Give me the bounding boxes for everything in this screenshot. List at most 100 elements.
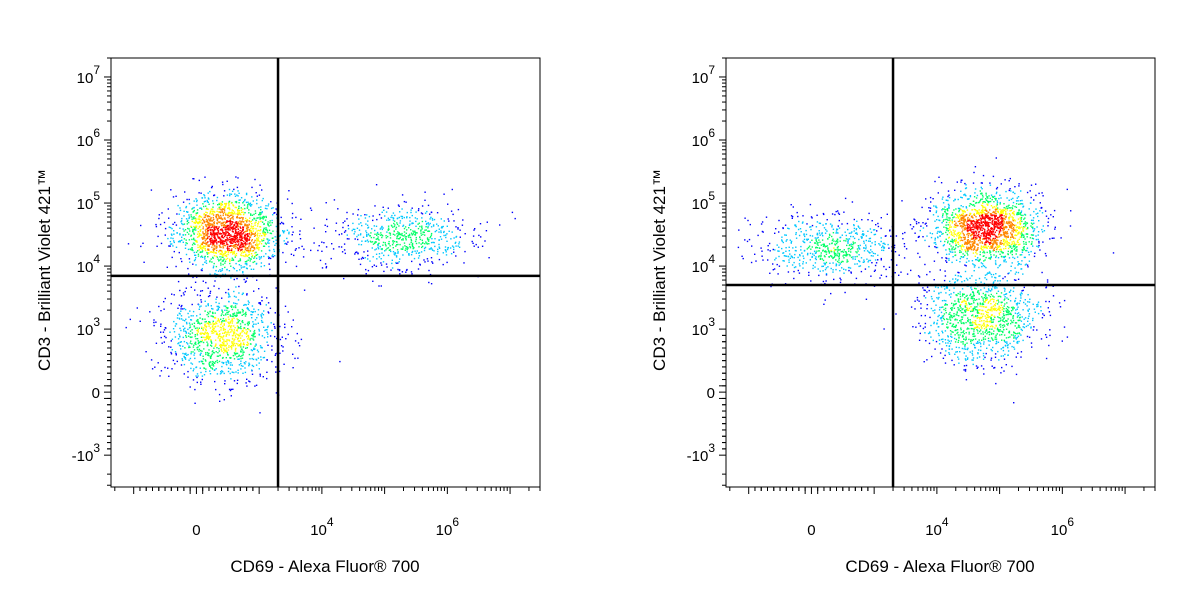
event-dot	[937, 251, 939, 254]
event-dot	[411, 260, 413, 263]
event-dot	[259, 375, 261, 377]
event-dot	[906, 273, 909, 275]
event-dot	[990, 359, 992, 361]
event-dot	[208, 338, 210, 341]
event-dot	[251, 364, 254, 367]
event-dot	[201, 269, 203, 272]
event-dot	[943, 244, 945, 246]
event-dot	[865, 246, 867, 248]
event-dot	[948, 348, 950, 350]
event-dot	[242, 202, 244, 204]
event-dot	[1021, 260, 1023, 262]
event-dot	[246, 385, 248, 387]
event-dot	[805, 233, 808, 236]
event-dot	[414, 230, 416, 232]
event-dot	[220, 223, 222, 225]
event-dot	[267, 205, 269, 207]
event-dot	[240, 325, 242, 328]
event-dot	[201, 360, 203, 363]
event-dot	[220, 323, 222, 326]
event-dot	[291, 217, 294, 219]
event-dot	[210, 330, 213, 332]
event-dot	[1038, 244, 1040, 247]
event-dot	[235, 234, 237, 237]
event-dot	[245, 247, 247, 249]
event-dot	[1039, 202, 1041, 204]
event-dot	[945, 199, 948, 201]
event-dot	[881, 249, 883, 251]
event-dot	[240, 242, 242, 244]
event-dot	[209, 251, 212, 253]
event-dot	[256, 279, 258, 281]
event-dot	[1029, 190, 1031, 192]
event-dot	[186, 231, 189, 234]
event-dot	[388, 219, 390, 221]
event-dot	[401, 194, 404, 196]
event-dot	[207, 333, 209, 335]
event-dot	[240, 237, 242, 239]
event-dot	[265, 304, 267, 306]
event-dot	[210, 243, 212, 245]
event-dot	[260, 265, 262, 268]
event-dot	[370, 236, 373, 239]
event-dot	[197, 375, 199, 377]
event-dot	[946, 257, 948, 260]
event-dot	[798, 234, 801, 237]
event-dot	[781, 247, 783, 250]
event-dot	[200, 336, 203, 338]
event-dot	[169, 226, 172, 229]
event-dot	[215, 330, 217, 333]
event-dot	[1002, 277, 1004, 280]
event-dot	[204, 176, 206, 178]
event-dot	[391, 244, 394, 246]
event-dot	[216, 245, 218, 247]
event-dot	[1015, 253, 1017, 255]
event-dot	[194, 341, 197, 343]
event-dot	[1048, 300, 1050, 303]
event-dot	[421, 228, 423, 230]
event-dot	[157, 362, 159, 364]
event-dot	[244, 261, 247, 263]
event-dot	[930, 236, 933, 239]
event-dot	[202, 358, 205, 360]
event-dot	[824, 232, 827, 234]
event-dot	[823, 213, 825, 216]
event-dot	[212, 363, 214, 366]
event-dot	[217, 270, 220, 272]
event-dot	[472, 235, 475, 237]
event-dot	[933, 322, 935, 325]
event-dot	[209, 321, 211, 323]
event-dot	[1005, 190, 1007, 193]
event-dot	[261, 312, 263, 315]
event-dot	[246, 220, 248, 222]
event-dot	[238, 207, 240, 209]
event-dot	[234, 348, 237, 351]
event-dot	[193, 344, 195, 346]
event-dot	[822, 270, 824, 272]
event-dot	[1045, 334, 1047, 336]
event-dot	[241, 246, 243, 248]
event-dot	[209, 229, 212, 231]
event-dot	[426, 243, 428, 245]
event-dot	[269, 232, 271, 234]
event-dot	[196, 332, 198, 335]
event-dot	[251, 311, 254, 314]
event-dot	[177, 314, 179, 316]
event-dot	[788, 261, 790, 263]
event-dot	[379, 234, 382, 236]
event-dot	[511, 211, 514, 214]
event-dot	[415, 238, 417, 241]
event-dot	[874, 233, 877, 236]
event-dot	[325, 231, 327, 233]
event-dot	[898, 274, 900, 276]
event-dot	[1015, 373, 1018, 376]
event-dot	[179, 336, 181, 338]
event-dot	[231, 238, 233, 241]
event-dot	[216, 196, 219, 199]
event-dot	[1001, 366, 1003, 369]
event-dot	[205, 214, 207, 216]
event-dot	[765, 216, 768, 218]
event-dot	[253, 246, 256, 249]
event-dot	[196, 294, 199, 296]
event-dot	[226, 331, 228, 334]
